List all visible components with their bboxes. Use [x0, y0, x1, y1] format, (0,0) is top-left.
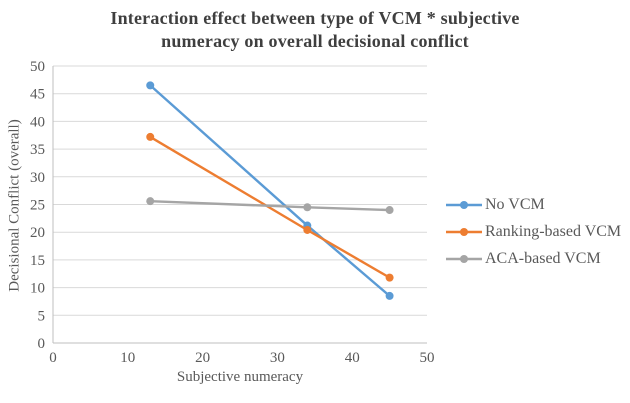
series-point-0 — [385, 291, 394, 300]
y-tick-label: 45 — [30, 87, 45, 103]
legend-label: ACA-based VCM — [485, 249, 601, 267]
legend-line-dot-icon — [446, 254, 482, 263]
y-tick-label: 30 — [30, 170, 45, 186]
x-tick-label: 50 — [420, 350, 435, 366]
legend-item: No VCM — [446, 191, 621, 218]
series-point-0 — [146, 81, 155, 90]
series-point-1 — [385, 273, 394, 282]
y-tick-label: 35 — [30, 142, 45, 158]
y-tick-label: 10 — [30, 281, 45, 297]
x-tick-label: 0 — [49, 350, 57, 366]
legend-label: No VCM — [485, 195, 545, 213]
y-tick-label: 20 — [30, 225, 45, 241]
x-tick-label: 40 — [345, 350, 360, 366]
x-tick-label: 20 — [195, 350, 210, 366]
series-point-1 — [303, 225, 312, 234]
y-tick-label: 40 — [30, 114, 45, 130]
y-tick-label: 15 — [30, 253, 45, 269]
legend: No VCM Ranking-based VCM ACA-based VCM — [446, 191, 621, 272]
series-point-2 — [385, 206, 394, 215]
y-tick-label: 50 — [30, 59, 45, 75]
series-line-1 — [149, 135, 391, 279]
y-tick-label: 5 — [38, 308, 46, 324]
legend-line-dot-icon — [446, 200, 482, 209]
y-tick-label: 25 — [30, 198, 45, 214]
x-axis-title: Subjective numeracy — [176, 369, 304, 385]
legend-label: Ranking-based VCM — [485, 222, 622, 240]
chart-title: Interaction effect between type of VCM *… — [110, 8, 520, 51]
x-tick-label: 10 — [120, 350, 135, 366]
x-tick-label: 30 — [270, 350, 285, 366]
series-point-2 — [303, 203, 312, 212]
series-point-1 — [146, 132, 155, 141]
legend-item: Ranking-based VCM — [446, 218, 621, 245]
legend-line-dot-icon — [446, 227, 482, 236]
y-tick-label: 0 — [38, 336, 46, 352]
series-point-2 — [146, 197, 155, 206]
series-line-0 — [149, 84, 391, 298]
legend-item: ACA-based VCM — [446, 245, 621, 272]
